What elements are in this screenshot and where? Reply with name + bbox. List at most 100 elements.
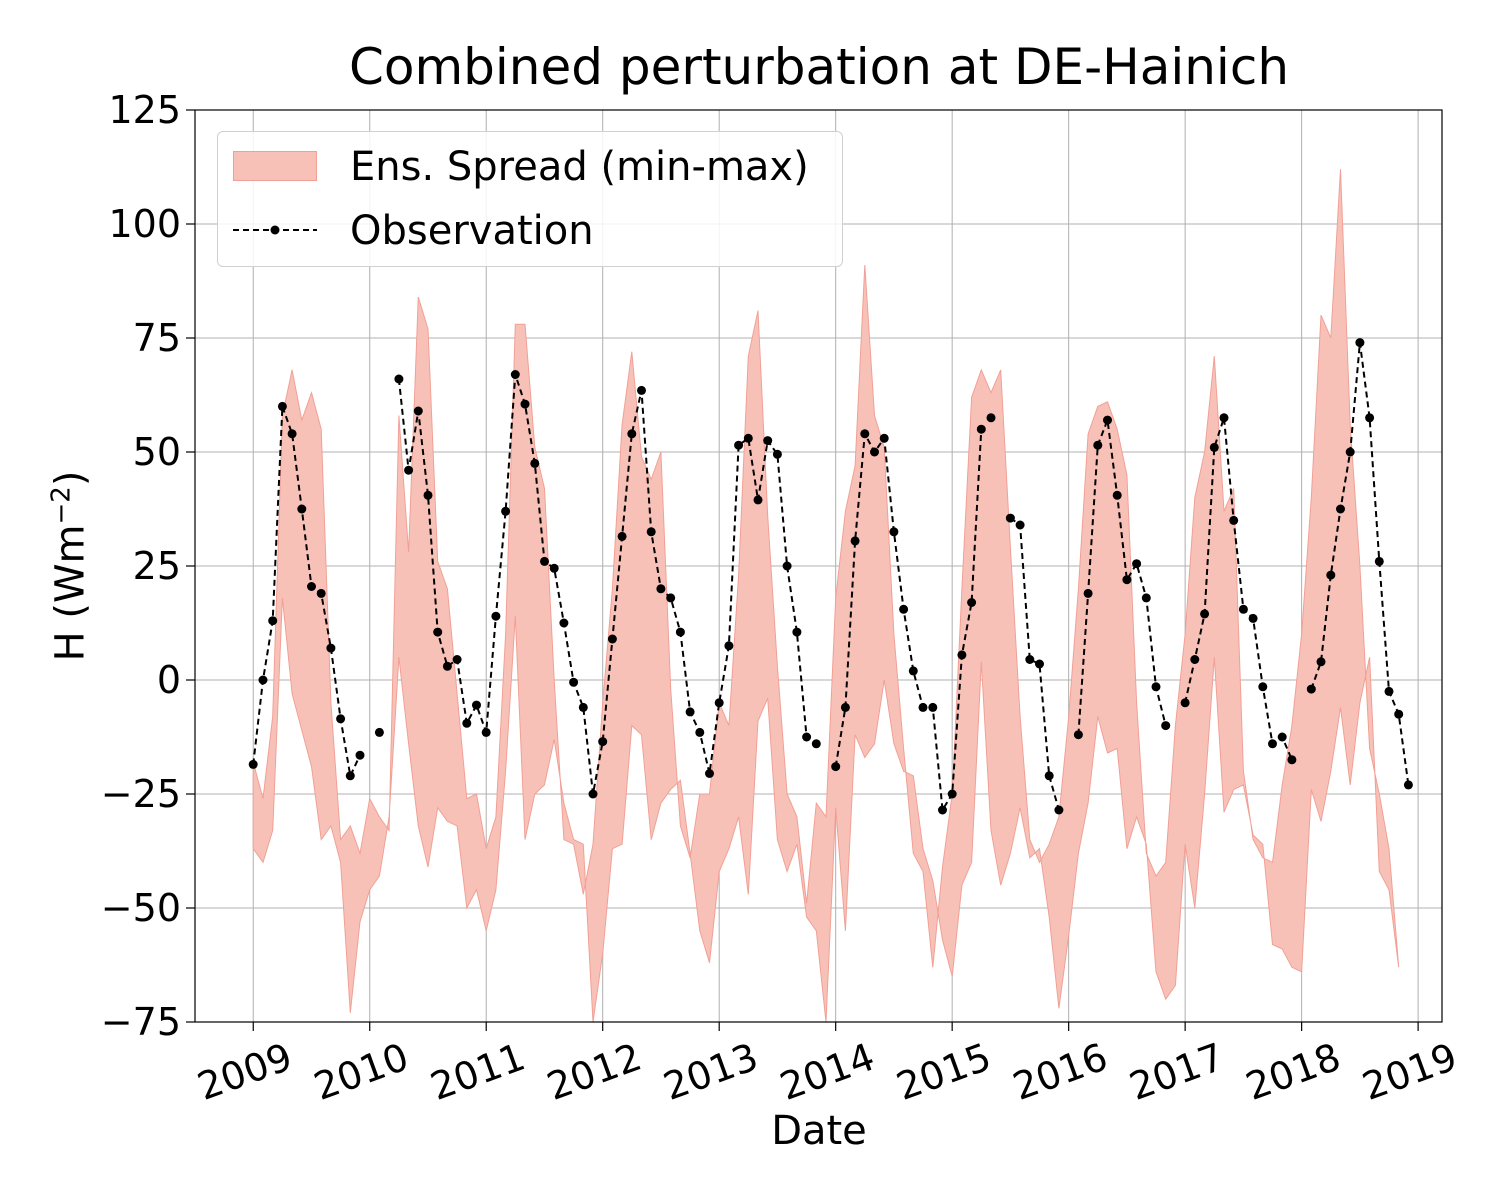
legend-label-spread: Ens. Spread (min-max) <box>350 144 809 190</box>
chart-title: Combined perturbation at DE-Hainich <box>348 38 1290 96</box>
observation-point <box>598 737 608 747</box>
observation-point <box>569 677 579 687</box>
observation-point <box>452 655 462 664</box>
observation-point <box>1093 440 1103 450</box>
observation-point <box>938 805 947 815</box>
observation-point <box>724 641 734 651</box>
x-tick-label: 2017 <box>1124 1035 1230 1109</box>
x-tick-label: 2012 <box>541 1035 647 1109</box>
observation-line-segment <box>397 374 817 795</box>
observation-point <box>481 727 491 737</box>
observation-point <box>928 702 938 712</box>
observation-point <box>918 702 928 712</box>
observation-point <box>860 429 870 439</box>
legend-swatch-observation <box>233 225 317 235</box>
observation-point <box>1238 604 1248 614</box>
observation-point <box>336 714 346 724</box>
observation-point <box>588 789 598 799</box>
observation-point <box>870 447 879 457</box>
observation-point <box>248 759 258 769</box>
observation-point <box>472 700 481 710</box>
observation-point <box>1403 780 1413 790</box>
observation-point <box>675 627 685 637</box>
observation-line-segment <box>252 406 361 780</box>
observation-point <box>1229 515 1239 525</box>
x-axis-label: Date <box>771 1108 867 1154</box>
observation-point <box>258 675 268 685</box>
observation-point <box>1365 413 1375 423</box>
observation-point <box>307 582 316 591</box>
observation-point <box>743 433 753 443</box>
y-tick-label: −50 <box>101 886 181 930</box>
observation-point <box>1073 730 1083 740</box>
observation-point <box>908 666 918 676</box>
observation-point <box>957 650 967 660</box>
observation-point <box>976 424 986 434</box>
observation-point <box>802 732 812 742</box>
observation-point <box>520 399 530 409</box>
observation-point <box>1209 442 1219 452</box>
observation-point <box>559 618 569 628</box>
observation-point <box>1316 657 1326 667</box>
observation-point <box>1336 504 1345 514</box>
y-tick-label: 50 <box>133 430 181 474</box>
observation-point <box>345 771 355 781</box>
observation-point <box>734 440 744 450</box>
observation-point <box>578 702 588 712</box>
y-axis-label-quantity: H <box>47 631 94 662</box>
observation-point <box>1384 686 1394 696</box>
observation-point <box>947 789 957 799</box>
observation-point <box>840 702 850 712</box>
observation-point <box>413 406 423 416</box>
observation-point <box>1025 655 1035 664</box>
observation-point <box>1103 415 1112 425</box>
observation-point <box>1083 588 1093 598</box>
x-tick-label: 2009 <box>192 1035 298 1109</box>
observation-point <box>1219 413 1229 423</box>
observation-point <box>1112 490 1122 500</box>
observation-point <box>404 465 414 475</box>
observation-point <box>462 718 472 728</box>
ensemble-spread-band <box>252 169 1400 1023</box>
observation-point <box>316 588 326 598</box>
observation-point <box>1054 805 1064 815</box>
x-axis-ticks: 2009 2010 2011 2012 2013 2014 2015 2016 2017 2018… <box>192 1022 1463 1109</box>
x-tick-label: 2013 <box>658 1035 764 1109</box>
observation-point <box>1326 570 1336 580</box>
observation-point <box>1355 338 1365 348</box>
y-tick-label: 0 <box>157 658 181 702</box>
observation-point <box>1287 755 1297 765</box>
observation-point <box>627 429 637 439</box>
observation-point <box>656 584 666 594</box>
observation-point <box>666 593 676 603</box>
observation-point <box>1015 520 1025 530</box>
observation-point <box>268 616 278 626</box>
x-tick-label: 2014 <box>774 1035 880 1109</box>
observation-point <box>811 739 821 749</box>
observation-point <box>549 563 559 573</box>
observation-point <box>782 561 792 571</box>
observation-point <box>297 504 307 514</box>
observation-point <box>530 458 540 468</box>
observation-point <box>1248 613 1258 623</box>
observation-point <box>1180 698 1190 708</box>
observation-point <box>1044 771 1054 781</box>
observation-point <box>394 374 404 384</box>
y-axis-label: H (Wm−2) <box>46 471 93 662</box>
observation-point <box>1161 721 1171 731</box>
observation-point <box>326 643 336 653</box>
observation-point <box>510 370 520 379</box>
x-tick-label: 2015 <box>891 1035 997 1109</box>
legend-swatch-spread <box>233 151 317 181</box>
observation-point <box>646 527 656 537</box>
observation-point <box>1374 556 1384 566</box>
observation-point <box>899 604 909 614</box>
observation-line-segment <box>1077 419 1167 735</box>
observation-point <box>1277 732 1287 742</box>
observation-point <box>967 598 977 607</box>
observation-points-layer <box>248 338 1413 815</box>
observation-point <box>1258 682 1268 692</box>
observation-point <box>879 433 889 443</box>
observation-point <box>491 611 501 621</box>
